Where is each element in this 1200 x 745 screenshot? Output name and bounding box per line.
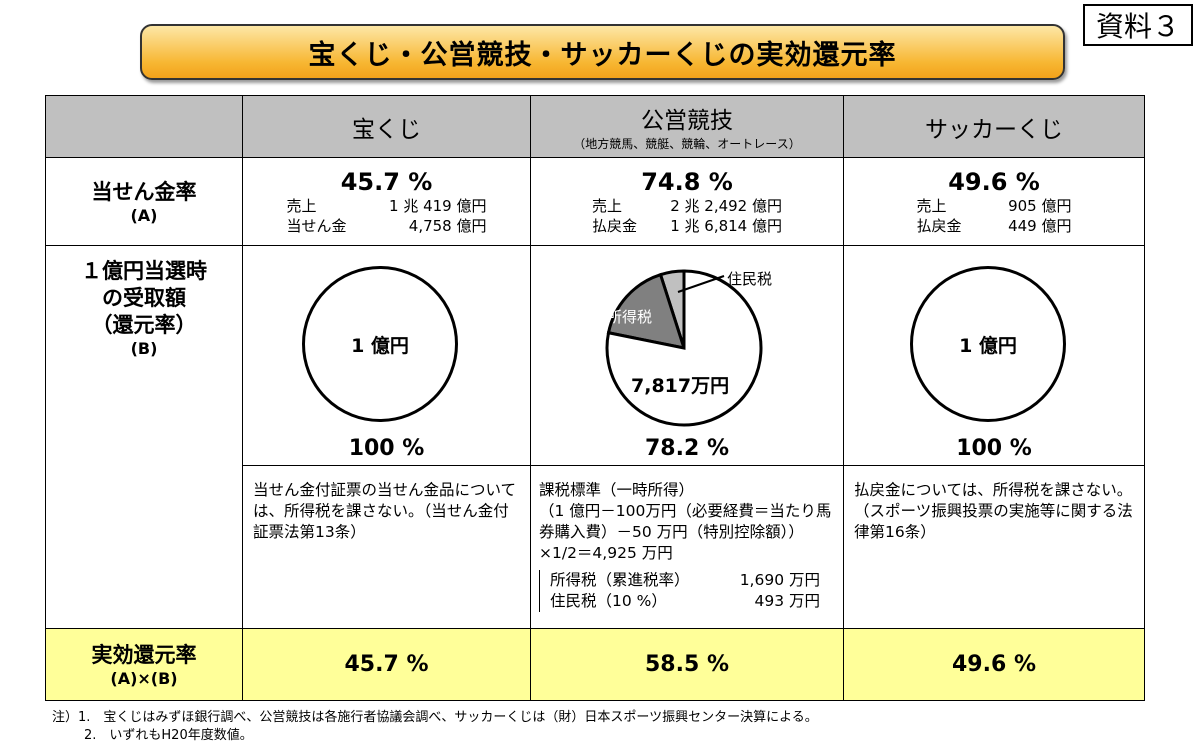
prize-label: 払戻金 [916, 216, 962, 235]
soccer-payout: 49.6 % 売上 905 億円払戻金 449 億円 [843, 157, 1145, 246]
circle-label: 1 億円 [959, 334, 1017, 357]
header-soccer: サッカーくじ [843, 95, 1145, 158]
effective-rate: 58.5 % [645, 652, 729, 677]
prize-value: 1 兆 6,814 億円 [670, 216, 782, 235]
sales-label: 売上 [916, 196, 947, 215]
payout-rate: 45.7 % [340, 167, 433, 196]
keiba-effective: 58.5 % [530, 628, 844, 701]
soccer-note: 払戻金については、所得税を課さない。（スポーツ振興投票の実施等に関する法律第16… [843, 465, 1145, 629]
sublabel: (A)×(B) [110, 668, 178, 688]
label: の受取額 [102, 286, 186, 310]
note-title: 課税標準（一時所得） [539, 481, 695, 499]
tax-pie-chart [605, 269, 763, 427]
column-subtitle: （地方競馬、競艇、競輪、オートレース） [573, 137, 801, 151]
sublabel: (B) [130, 339, 158, 358]
pie-slice-2 [605, 269, 763, 427]
resident-tax-label: 住民税 [727, 270, 773, 288]
net-amount-label: 7,817万円 [631, 375, 730, 397]
row-label-payout: 当せん金率 (A) [45, 157, 243, 246]
takarakuji-note: 当せん金付証票の当せん金品については、所得税を課さない。（当せん金付証票法第13… [242, 465, 531, 629]
sales-label: 売上 [592, 196, 623, 215]
income-tax-label: 所得税（累進税率） [550, 571, 690, 589]
label: 当せん金率 [91, 179, 197, 204]
takarakuji-effective: 45.7 % [242, 628, 531, 701]
label: １億円当選時 [81, 259, 207, 283]
footnote: 2. いずれもH20年度数値。 [84, 728, 253, 743]
takarakuji-payout: 45.7 % 売上 1 兆 419 億円当せん金 4,758 億円 [242, 157, 531, 246]
prize-circle: 1 億円 [910, 266, 1066, 422]
soccer-return: 1 億円 100 % [843, 245, 1145, 466]
keiba-note: 課税標準（一時所得） （1 億円－100万円（必要経費＝当たり馬券購入費）－50… [530, 465, 844, 629]
sales-value: 2 兆 2,492 億円 [670, 196, 782, 215]
header-corner [45, 95, 243, 158]
note-body: （1 億円－100万円（必要経費＝当たり馬券購入費）－50 万円（特別控除額））… [539, 502, 832, 562]
sales-value: 905 億円 [1008, 196, 1072, 215]
column-name: サッカーくじ [925, 116, 1063, 143]
page-title: 宝くじ・公営競技・サッカーくじの実効還元率 [140, 24, 1065, 80]
keiba-payout: 74.8 % 売上 2 兆 2,492 億円払戻金 1 兆 6,814 億円 [530, 157, 844, 246]
resident-tax-label: 住民税（10 %） [550, 592, 667, 610]
footnote: 注）1. 宝くじはみずほ銀行調べ、公営競技は各施行者協議会調べ、サッカーくじは（… [52, 710, 818, 725]
row-label-return: １億円当選時 の受取額 （還元率） (B) [45, 245, 243, 629]
row-label-effective: 実効還元率 (A)×(B) [45, 628, 243, 701]
takarakuji-return: 1 億円 100 % [242, 245, 531, 466]
column-name: 公営競技 [641, 108, 733, 134]
sublabel: (A) [130, 205, 158, 225]
return-rate: 100 % [956, 436, 1032, 461]
return-rate: 100 % [348, 436, 425, 461]
keiba-return: 住民税 所得税 7,817万円 78.2 % [530, 245, 844, 466]
label: 実効還元率 [91, 642, 197, 667]
header-keiba: 公営競技 （地方競馬、競艇、競輪、オートレース） [530, 95, 844, 158]
prize-label: 払戻金 [592, 216, 638, 235]
income-tax-value: 1,690 万円 [739, 571, 820, 589]
header-takarakuji: 宝くじ [242, 95, 531, 158]
soccer-effective: 49.6 % [843, 628, 1145, 701]
income-tax-label: 所得税 [607, 308, 653, 326]
prize-value: 4,758 億円 [408, 216, 487, 235]
prize-value: 449 億円 [1008, 216, 1072, 235]
effective-rate: 45.7 % [344, 652, 429, 677]
resident-tax-value: 493 万円 [754, 592, 820, 610]
document-label: 資料３ [1083, 4, 1193, 46]
column-name: 宝くじ [352, 116, 421, 143]
payout-rate: 74.8 % [641, 167, 733, 196]
effective-rate: 49.6 % [952, 652, 1036, 677]
prize-label: 当せん金 [286, 216, 347, 235]
circle-label: 1 億円 [351, 334, 409, 357]
sales-value: 1 兆 419 億円 [389, 196, 487, 215]
pie-slice-1 [606, 272, 687, 350]
payout-rate: 49.6 % [948, 167, 1040, 196]
sales-label: 売上 [286, 196, 317, 215]
prize-circle: 1 億円 [302, 266, 458, 422]
resident-tax-leader-line [677, 275, 725, 293]
label: （還元率） [91, 313, 197, 337]
return-rate: 78.2 % [645, 436, 729, 461]
